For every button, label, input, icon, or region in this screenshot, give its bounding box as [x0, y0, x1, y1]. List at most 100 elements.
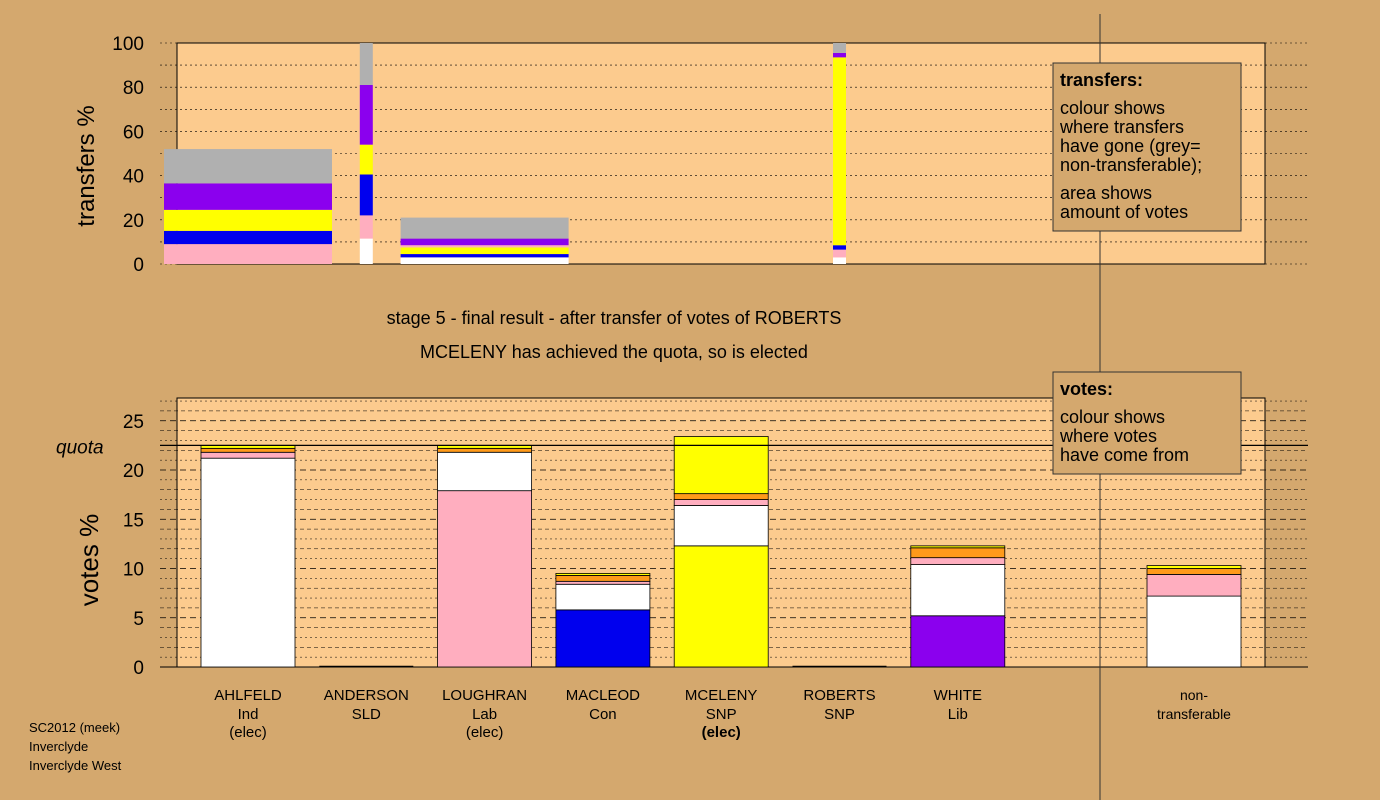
candidate-name: AHLFELD [214, 687, 282, 704]
votes-segment [555, 583, 651, 611]
votes-segment [555, 609, 651, 668]
candidate-party: Ind [238, 706, 259, 723]
transfers-y-label: transfers % [73, 105, 100, 226]
transfers-segment [164, 183, 332, 210]
transfers-tick-label: 0 [133, 255, 144, 276]
candidate-party: Con [589, 706, 617, 723]
votes-tick-label: 25 [123, 412, 144, 433]
votes-segment [200, 457, 296, 668]
transfers-segment [164, 209, 332, 231]
votes-legend-heading: votes: [1060, 379, 1113, 399]
transfers-tick-label: 100 [112, 34, 144, 55]
candidate-name: LOUGHRAN [442, 687, 527, 704]
votes-segment [673, 499, 769, 506]
candidate-party: SLD [352, 706, 381, 723]
footer-line-1: SC2012 (meek) [29, 720, 120, 735]
votes-segment [910, 615, 1006, 668]
transfers-tick-label: 60 [123, 122, 144, 143]
candidate-labels: AHLFELDInd(elec)ANDERSONSLDLOUGHRANLab(e… [214, 687, 1231, 741]
transfers-segment [833, 245, 846, 250]
transfers-tick-label: 80 [123, 78, 144, 99]
candidate-name: non- [1180, 687, 1208, 703]
transfers-legend-line: have gone (grey= [1060, 136, 1201, 156]
transfers-segment [164, 230, 332, 245]
transfers-segment [400, 217, 569, 239]
transfers-legend: transfers: colour shows where transfers … [1052, 62, 1242, 232]
votes-y-axis: 0 5 10 15 20 25 [123, 412, 144, 679]
votes-legend-line: where votes [1059, 426, 1157, 446]
votes-legend-line: colour shows [1060, 407, 1165, 427]
transfers-segment [833, 43, 846, 53]
votes-y-label: votes % [74, 514, 104, 607]
transfers-legend-line: colour shows [1060, 98, 1165, 118]
votes-segment [910, 547, 1006, 559]
candidate-name: MACLEOD [566, 687, 640, 704]
transfers-segment [833, 57, 846, 246]
candidate-party: transferable [1157, 706, 1231, 722]
votes-tick-label: 20 [123, 461, 144, 482]
votes-tick-label: 15 [123, 510, 144, 531]
votes-tick-label: 5 [133, 609, 144, 630]
votes-tick-label: 0 [133, 658, 144, 679]
votes-segment [1146, 574, 1242, 597]
transfers-segment [400, 247, 569, 255]
candidate-status: (elec) [229, 724, 267, 741]
transfers-y-axis: 0 20 40 60 80 100 [112, 34, 144, 276]
candidate-name: WHITE [934, 687, 982, 704]
candidate-name: ANDERSON [324, 687, 409, 704]
candidate-status: (elec) [466, 724, 504, 741]
votes-segment [555, 580, 651, 585]
transfers-legend-line: non-transferable); [1060, 155, 1202, 175]
transfers-segment [359, 215, 373, 239]
transfers-legend-line: area shows [1060, 183, 1152, 203]
transfers-segment [359, 144, 373, 175]
transfers-segment [400, 257, 569, 264]
candidate-name: MCELENY [685, 687, 758, 704]
transfers-legend-heading: transfers: [1060, 70, 1143, 90]
quota-label: quota [56, 437, 104, 458]
candidate-status: (elec) [702, 724, 741, 741]
votes-segment [910, 557, 1006, 565]
transfers-segment [164, 244, 332, 264]
candidate-party: Lib [948, 706, 968, 723]
votes-segment [555, 573, 651, 576]
transfers-segment [400, 254, 569, 258]
votes-segment [437, 490, 533, 668]
footer-line-2: Inverclyde [29, 739, 88, 754]
votes-segment [200, 447, 296, 453]
transfers-tick-label: 40 [123, 167, 144, 188]
votes-segment [200, 451, 296, 459]
transfers-segment [359, 174, 373, 216]
votes-legend-line: have come from [1060, 445, 1189, 465]
transfers-segment [359, 43, 373, 85]
outcome-title: MCELENY has achieved the quota, so is el… [420, 342, 808, 362]
votes-segment [673, 493, 769, 500]
votes-segment [1146, 595, 1242, 668]
votes-segment [437, 451, 533, 492]
transfers-segment [400, 238, 569, 246]
votes-bars [200, 436, 1242, 668]
candidate-party: SNP [706, 706, 737, 723]
votes-segment [1146, 565, 1242, 569]
candidate-party: SNP [824, 706, 855, 723]
votes-segment [555, 574, 651, 582]
votes-segment [437, 447, 533, 453]
transfers-legend-line: amount of votes [1060, 202, 1188, 222]
transfers-segment [833, 257, 846, 264]
votes-segment [673, 436, 769, 495]
votes-segment [673, 505, 769, 547]
votes-legend: votes: colour shows where votes have com… [1052, 371, 1242, 475]
transfers-segment [359, 84, 373, 145]
transfers-segment [400, 245, 569, 248]
footer-line-3: Inverclyde West [29, 758, 122, 773]
votes-segment [910, 545, 1006, 549]
candidate-party: Lab [472, 706, 497, 723]
votes-segment [910, 564, 1006, 617]
transfers-segment [833, 249, 846, 258]
candidate-name: ROBERTS [803, 687, 875, 704]
votes-segment [1146, 568, 1242, 575]
transfers-tick-label: 20 [123, 211, 144, 232]
transfers-segment [359, 238, 373, 264]
transfers-legend-line: where transfers [1059, 117, 1184, 137]
